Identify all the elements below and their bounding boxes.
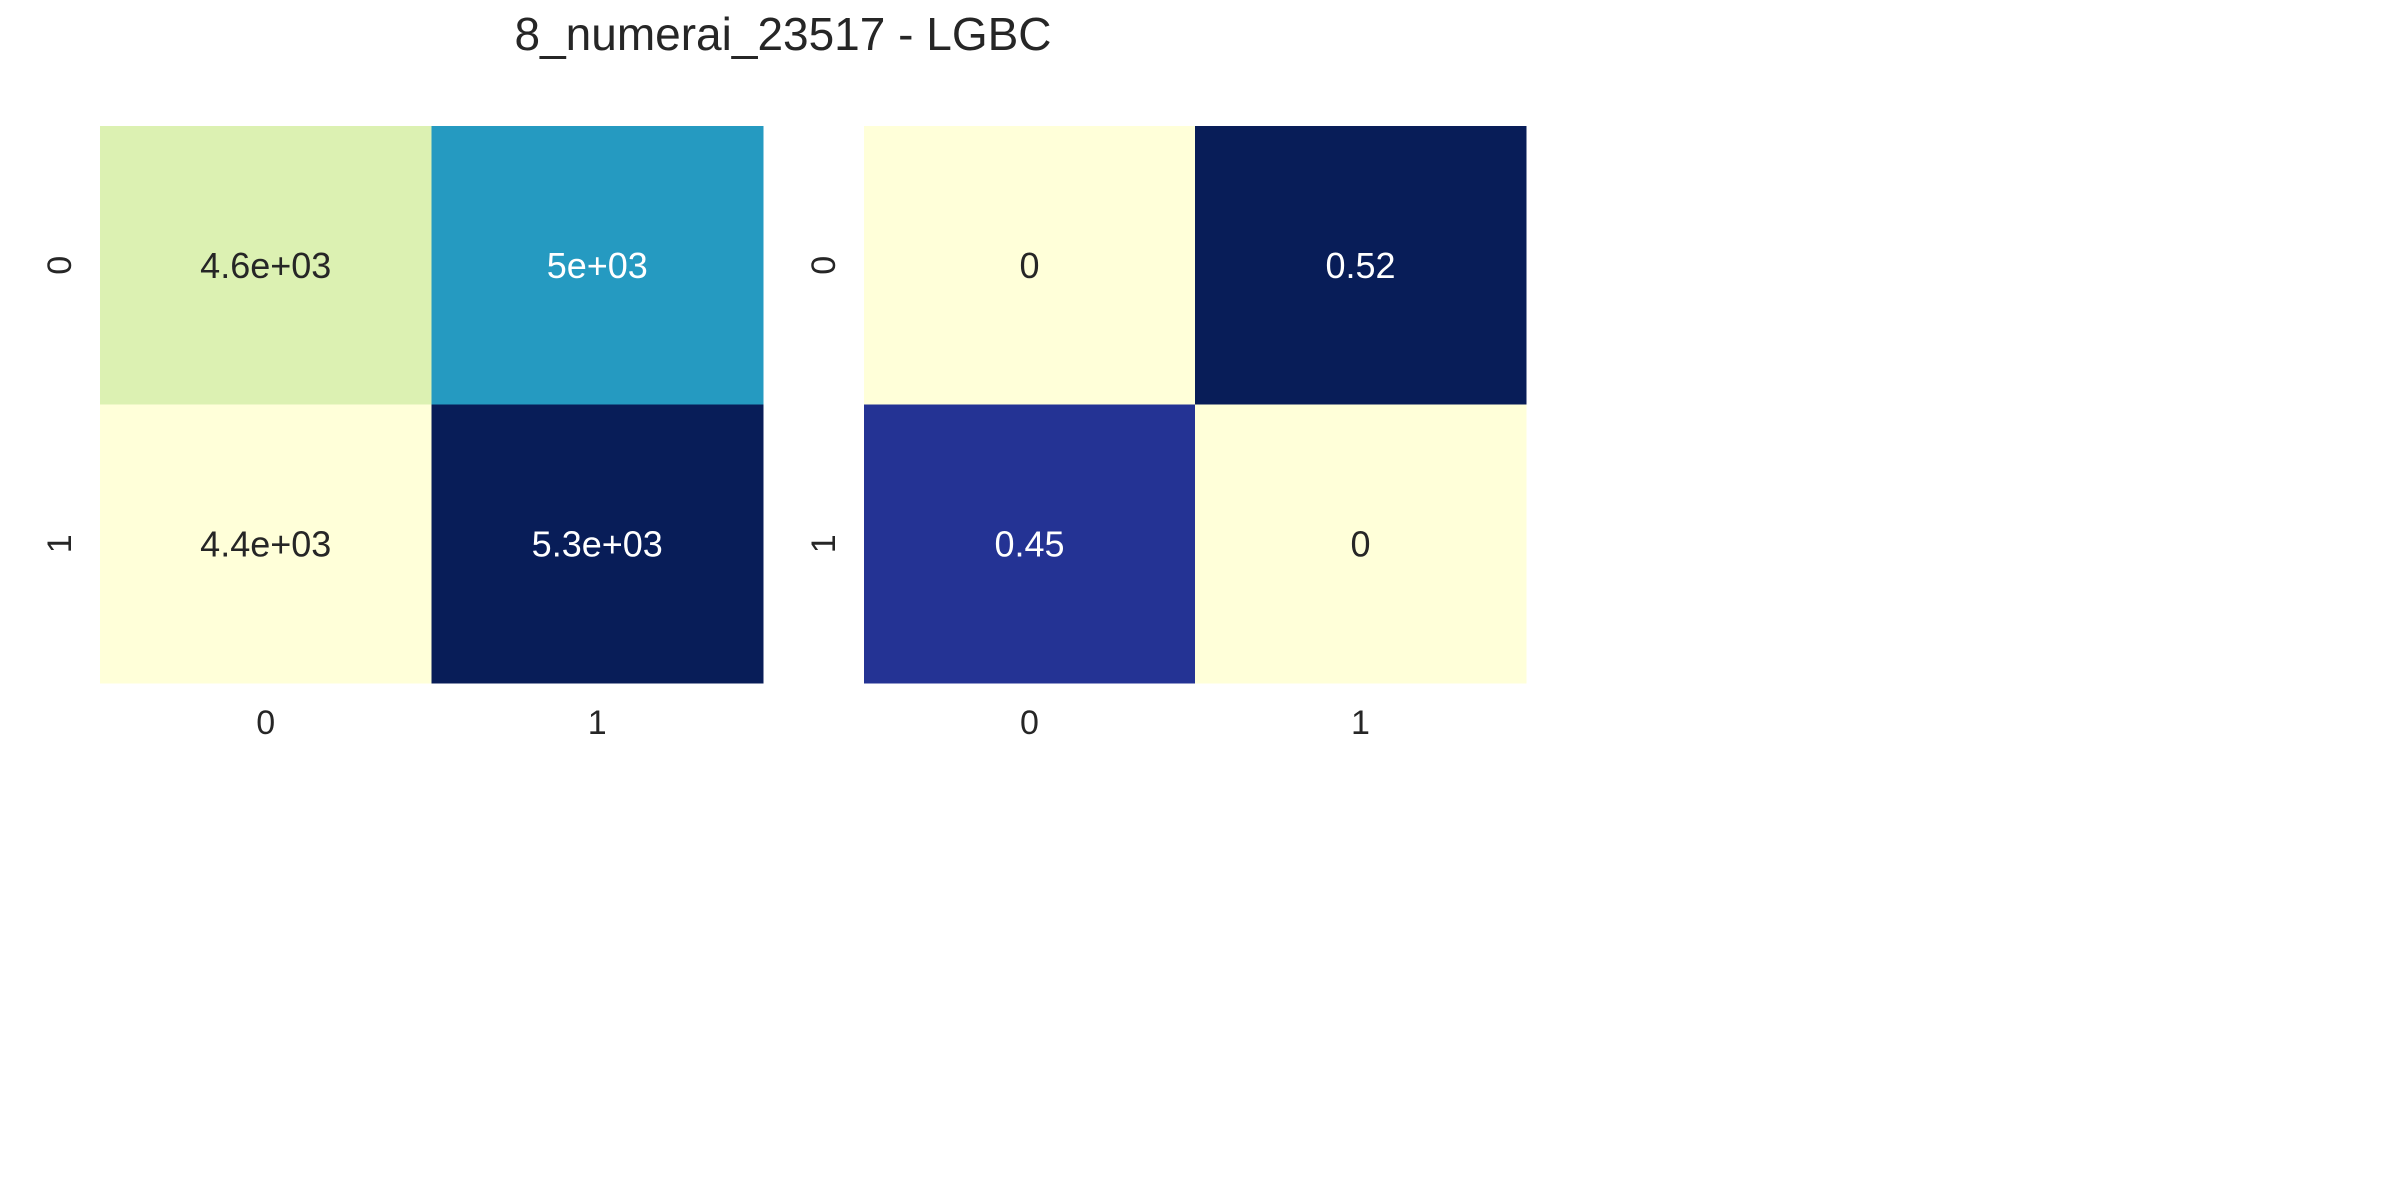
- y-tick-label: 0: [41, 256, 79, 275]
- y-tick-label: 1: [805, 534, 843, 553]
- x-tick-label: 0: [256, 704, 275, 742]
- cell-value-label: 5e+03: [547, 245, 648, 286]
- cell-value-label: 4.6e+03: [200, 245, 331, 286]
- cell-value-label: 0.45: [994, 523, 1064, 564]
- heatmap-cell: [431, 404, 764, 684]
- heatmap-cell: [864, 404, 1196, 684]
- cell-value-label: 0.52: [1325, 245, 1395, 286]
- heatmap-cell: [431, 126, 764, 405]
- heatmap-cell: [864, 126, 1196, 405]
- y-tick-label: 0: [805, 256, 843, 275]
- confusion-matrix-figure: 8_numerai_23517 - LGBC 4.6e+03 5e+03 4.4e+…: [0, 0, 1566, 783]
- heatmap-cell: [1195, 404, 1527, 684]
- x-tick-label: 1: [1351, 704, 1370, 742]
- x-tick-label: 1: [588, 704, 607, 742]
- heatmap-cell: [100, 126, 432, 405]
- heatmap-cell: [100, 404, 432, 684]
- cell-value-label: 0: [1019, 245, 1039, 286]
- figure-title: 8_numerai_23517 - LGBC: [515, 8, 1052, 60]
- cell-value-label: 4.4e+03: [200, 523, 331, 564]
- heatmap-cell: [1195, 126, 1527, 405]
- heatmap-panel-counts: 4.6e+03 5e+03 4.4e+03 5.3e+03 0 1 0 1: [41, 126, 764, 742]
- heatmap-canvas: 8_numerai_23517 - LGBC 4.6e+03 5e+03 4.4e+…: [41, 8, 1527, 742]
- cell-value-label: 0: [1350, 523, 1370, 564]
- y-tick-label: 1: [41, 534, 79, 553]
- x-tick-label: 0: [1020, 704, 1039, 742]
- heatmap-panel-rates: 0 0.52 0.45 0 0 1 0 1: [805, 126, 1527, 742]
- cell-value-label: 5.3e+03: [532, 523, 663, 564]
